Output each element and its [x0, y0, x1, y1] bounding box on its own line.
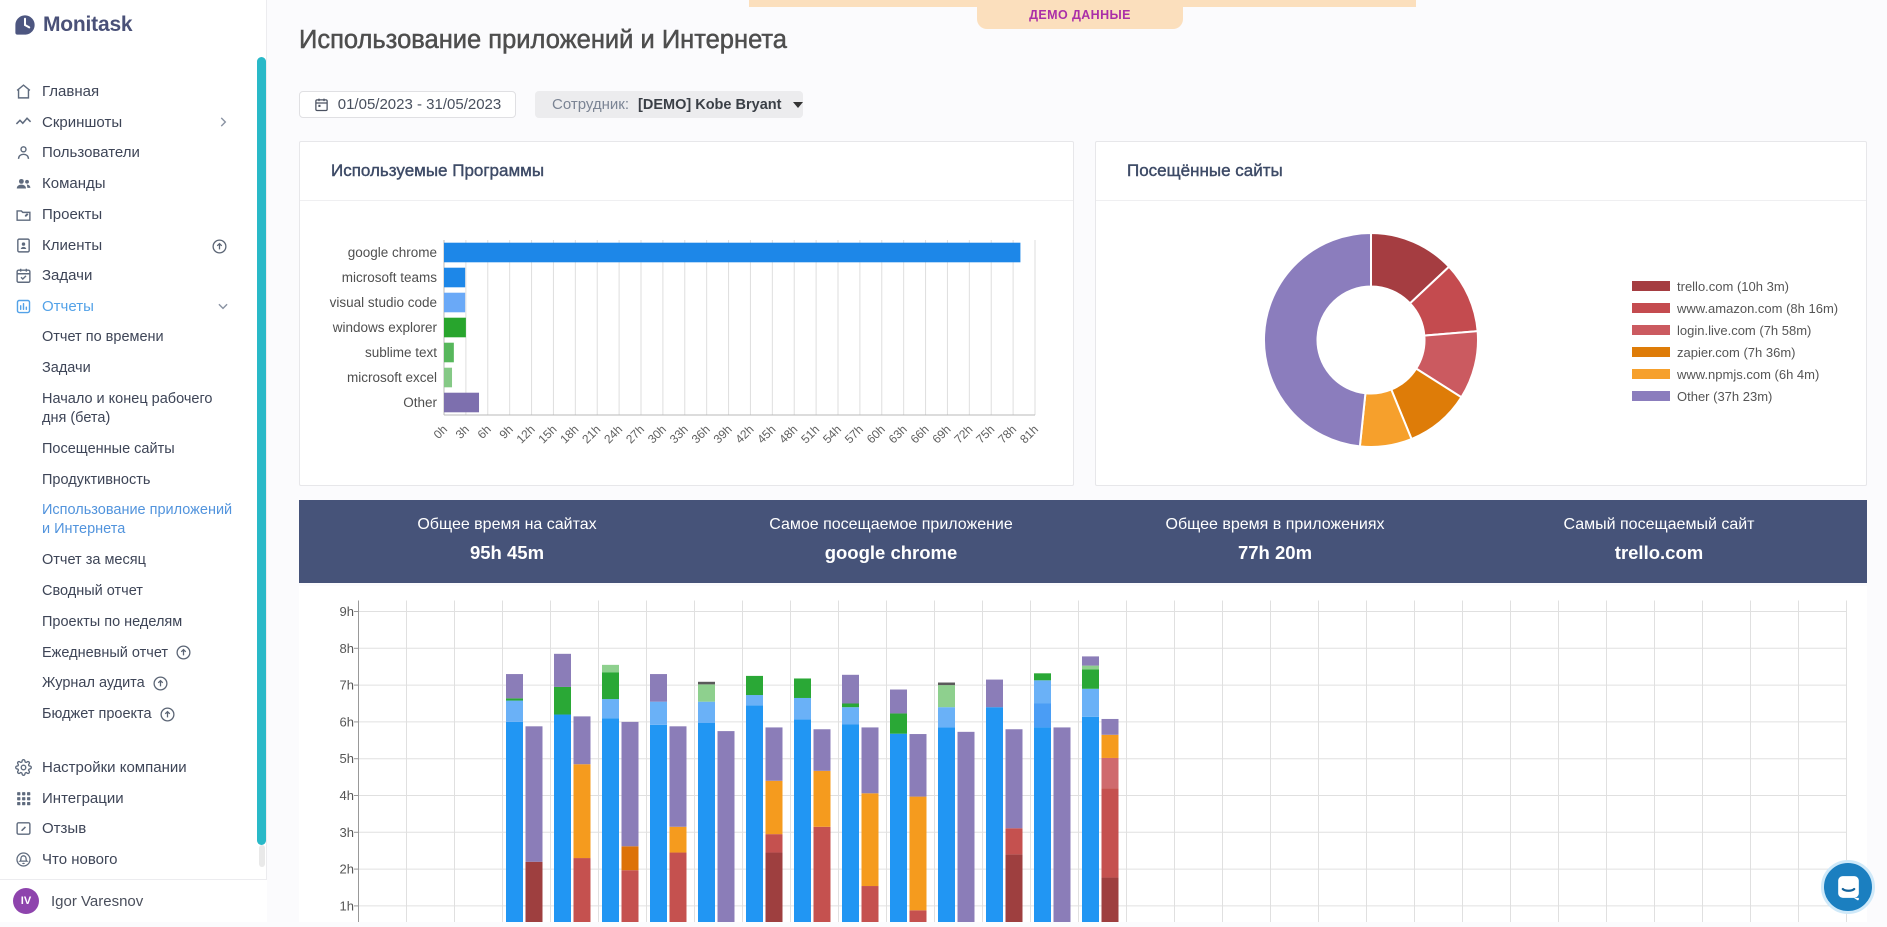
svg-text:3h: 3h [453, 422, 472, 441]
svg-text:42h: 42h [732, 422, 756, 446]
svg-text:0h: 0h [431, 422, 450, 441]
svg-text:45h: 45h [754, 422, 778, 446]
svg-text:60h: 60h [864, 422, 888, 446]
svg-text:visual studio code: visual studio code [330, 295, 437, 310]
svg-text:72h: 72h [951, 422, 975, 446]
svg-text:75h: 75h [973, 422, 997, 446]
svg-text:36h: 36h [689, 422, 713, 446]
svg-text:3h: 3h [340, 825, 354, 840]
svg-text:9h: 9h [340, 604, 354, 619]
svg-text:2h: 2h [340, 862, 354, 877]
svg-text:24h: 24h [601, 422, 625, 446]
svg-text:12h: 12h [514, 422, 538, 446]
svg-text:30h: 30h [645, 422, 669, 446]
svg-text:Other: Other [403, 395, 437, 410]
svg-text:33h: 33h [667, 422, 691, 446]
svg-text:81h: 81h [1017, 422, 1041, 446]
svg-text:63h: 63h [886, 422, 910, 446]
svg-text:8h: 8h [340, 641, 354, 656]
svg-text:6h: 6h [475, 422, 494, 441]
svg-text:21h: 21h [579, 422, 603, 446]
svg-text:7h: 7h [340, 678, 354, 693]
svg-text:66h: 66h [908, 422, 932, 446]
svg-text:48h: 48h [776, 422, 800, 446]
svg-text:google chrome: google chrome [348, 245, 437, 260]
svg-text:4h: 4h [340, 788, 354, 803]
svg-text:15h: 15h [535, 422, 559, 446]
svg-text:54h: 54h [820, 422, 844, 446]
svg-text:51h: 51h [798, 422, 822, 446]
svg-text:windows explorer: windows explorer [332, 320, 438, 335]
svg-text:78h: 78h [995, 422, 1019, 446]
svg-text:57h: 57h [842, 422, 866, 446]
svg-text:sublime text: sublime text [365, 345, 437, 360]
svg-text:6h: 6h [340, 714, 354, 729]
svg-text:5h: 5h [340, 751, 354, 766]
svg-text:microsoft teams: microsoft teams [342, 270, 438, 285]
svg-text:27h: 27h [623, 422, 647, 446]
svg-text:microsoft excel: microsoft excel [347, 370, 437, 385]
svg-text:69h: 69h [929, 422, 953, 446]
svg-text:18h: 18h [557, 422, 581, 446]
svg-text:39h: 39h [711, 422, 735, 446]
svg-text:1h: 1h [340, 898, 354, 913]
svg-text:9h: 9h [496, 422, 515, 441]
